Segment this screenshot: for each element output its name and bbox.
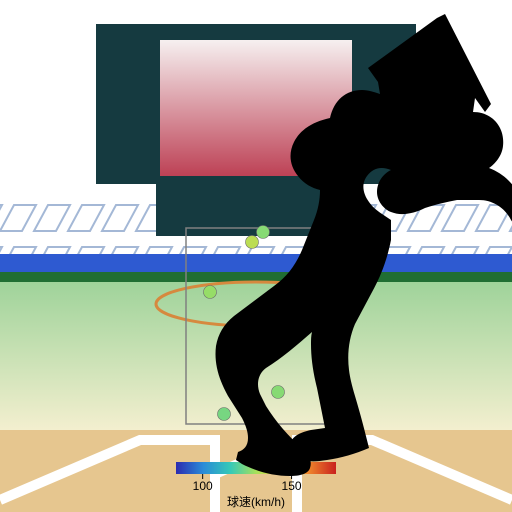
outfield-wall-blue [0,254,512,272]
colorbar-tick-label: 150 [282,479,302,493]
pitch-marker [272,386,285,399]
pitch-marker [218,408,231,421]
pitch-marker [204,286,217,299]
colorbar-label: 球速(km/h) [227,495,285,509]
colorbar-tick-label: 100 [193,479,213,493]
pitch-marker [246,236,259,249]
pitch-marker [257,226,270,239]
